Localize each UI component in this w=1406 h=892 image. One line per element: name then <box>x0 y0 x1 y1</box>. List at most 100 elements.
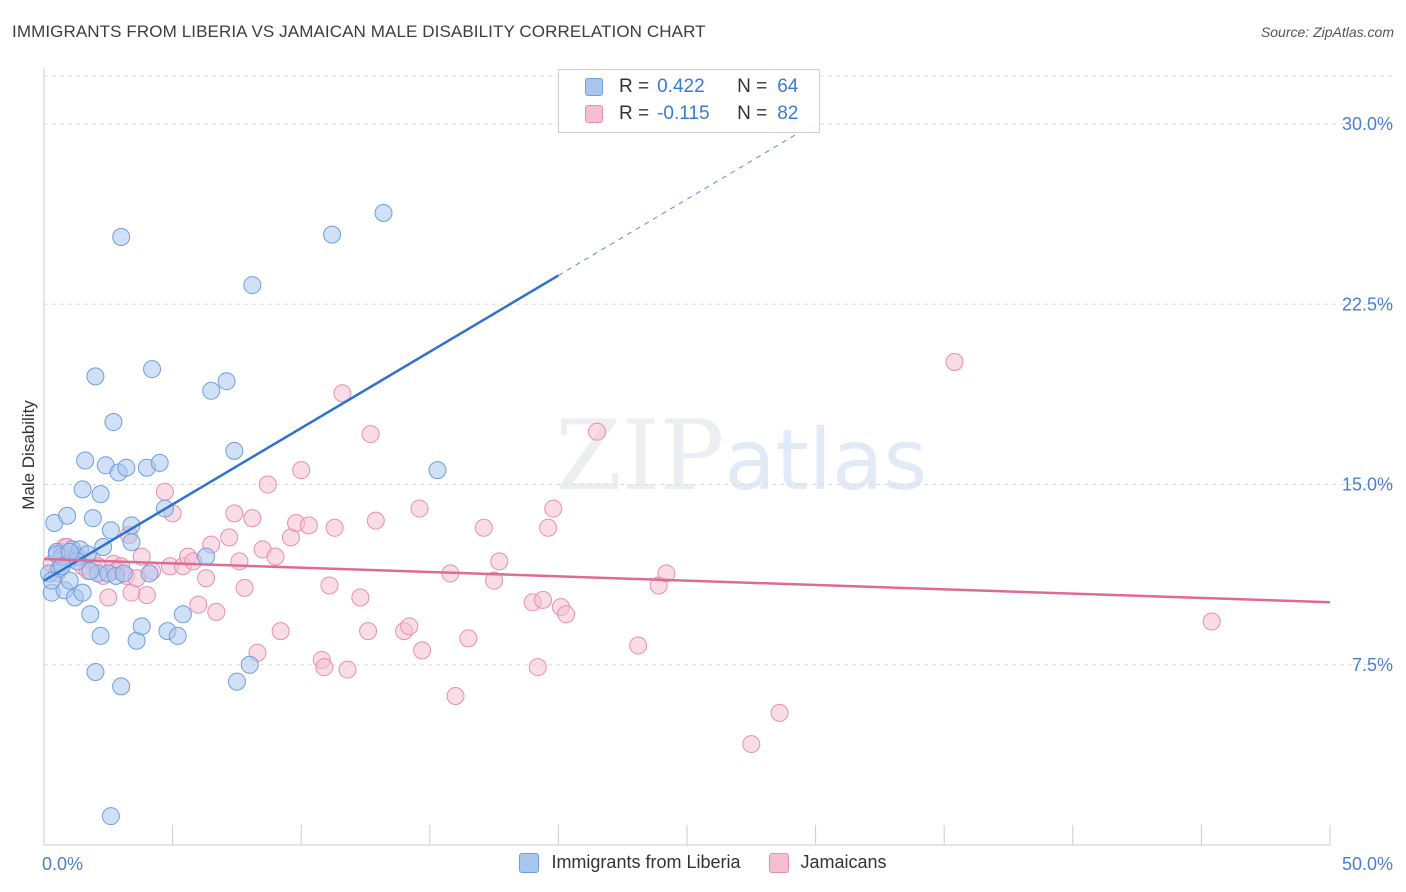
jamaicans-point <box>266 547 285 566</box>
jamaicans-point <box>220 528 239 547</box>
liberia-point <box>225 441 244 460</box>
legend-item-jamaicans: Jamaicans <box>768 852 887 873</box>
liberia-point <box>140 564 159 583</box>
liberia-point <box>323 225 342 244</box>
legend-r-value: 0.422 <box>657 76 705 97</box>
liberia-point <box>150 453 169 472</box>
jamaicans-point <box>544 499 563 518</box>
jamaicans-point <box>325 518 344 537</box>
jamaicans-point <box>485 571 504 590</box>
jamaicans-point <box>99 588 118 607</box>
liberia-point <box>104 413 123 432</box>
liberia-point <box>227 672 246 691</box>
jamaicans-point <box>361 425 380 444</box>
liberia-point <box>73 480 92 499</box>
liberia-point <box>173 605 192 624</box>
jamaicans-point <box>315 658 334 677</box>
jamaicans-point <box>533 590 552 609</box>
jamaicans-point <box>258 475 277 494</box>
liberia-point <box>81 605 100 624</box>
liberia-point <box>132 617 151 636</box>
liberia-point <box>374 203 393 222</box>
jamaicans-trend-line <box>43 557 1331 604</box>
jamaicans-point <box>197 569 216 588</box>
jamaicans-point <box>230 552 249 571</box>
liberia-point <box>86 662 105 681</box>
liberia-point <box>83 509 102 528</box>
jamaicans-point <box>657 564 676 583</box>
legend-r-value: -0.115 <box>657 103 710 124</box>
liberia-point <box>112 677 131 696</box>
legend-swatch-jamaicans <box>768 852 789 873</box>
series-jamaicans-points <box>42 352 1221 754</box>
axes <box>43 68 1331 846</box>
jamaicans-point <box>299 516 318 535</box>
liberia-point <box>428 461 447 480</box>
jamaicans-point <box>137 586 156 605</box>
liberia-point <box>217 372 236 391</box>
liberia-point <box>122 533 141 552</box>
liberia-trend-line <box>43 274 560 582</box>
liberia-point <box>122 516 141 535</box>
jamaicans-point <box>459 629 478 648</box>
legend-item-liberia: Immigrants from Liberia <box>519 852 741 873</box>
jamaicans-point <box>490 552 509 571</box>
liberia-point <box>76 451 95 470</box>
jamaicans-point <box>557 605 576 624</box>
y-tick-label: 7.5% <box>1352 655 1393 675</box>
jamaicans-point <box>225 504 244 523</box>
jamaicans-point <box>629 636 648 655</box>
y-tick-label: 15.0% <box>1342 475 1393 495</box>
liberia-point <box>91 626 110 645</box>
legend-r-label: R = <box>619 103 650 124</box>
liberia-point <box>143 360 162 379</box>
chart-source: Source: ZipAtlas.com <box>1260 24 1394 40</box>
legend-row-liberia: R = 0.422 N = 64 <box>585 76 798 98</box>
jamaicans-point <box>528 658 547 677</box>
jamaicans-point <box>235 578 254 597</box>
jamaicans-point <box>413 641 432 660</box>
liberia-point <box>117 458 136 477</box>
trend-lines <box>43 122 1331 604</box>
jamaicans-point <box>742 735 761 754</box>
jamaicans-point <box>351 588 370 607</box>
legend-swatch-jamaicans <box>585 105 603 123</box>
x-tick-label: 50.0% <box>1342 854 1393 874</box>
jamaicans-point <box>410 499 429 518</box>
y-axis-label: Male Disability <box>19 400 38 510</box>
liberia-point <box>60 571 79 590</box>
legend-label-liberia: Immigrants from Liberia <box>551 852 741 872</box>
liberia-point <box>243 276 262 295</box>
legend-label-jamaicans: Jamaicans <box>800 852 887 872</box>
liberia-point <box>112 228 131 247</box>
jamaicans-point <box>333 384 352 403</box>
liberia-point <box>101 521 120 540</box>
liberia-point <box>73 583 92 602</box>
liberia-point <box>91 485 110 504</box>
series-liberia-points <box>40 203 447 826</box>
liberia-point <box>81 562 100 581</box>
liberia-point <box>101 807 120 826</box>
jamaicans-point <box>155 482 174 501</box>
legend-n-value: 82 <box>777 103 799 124</box>
jamaicans-point <box>474 518 493 537</box>
legend-n-value: 64 <box>777 76 799 97</box>
liberia-point <box>197 547 216 566</box>
legend-row-jamaicans: R = -0.115 N = 82 <box>585 103 798 125</box>
liberia-point <box>114 564 133 583</box>
jamaicans-point <box>189 595 208 614</box>
jamaicans-point <box>359 622 378 641</box>
jamaicans-point <box>271 622 290 641</box>
liberia-point <box>202 381 221 400</box>
jamaicans-point <box>400 617 419 636</box>
y-tick-label: 22.5% <box>1342 294 1393 314</box>
series-legend: Immigrants from Liberia Jamaicans <box>0 852 1406 873</box>
jamaicans-point <box>770 703 789 722</box>
legend-swatch-liberia <box>519 852 540 873</box>
jamaicans-point <box>132 547 151 566</box>
jamaicans-point <box>446 687 465 706</box>
tick-labels: 7.5% 15.0% 22.5% 30.0% 0.0% 50.0% <box>42 114 1393 874</box>
x-tick-label: 0.0% <box>42 854 83 874</box>
legend-n-label: N = <box>737 76 768 97</box>
